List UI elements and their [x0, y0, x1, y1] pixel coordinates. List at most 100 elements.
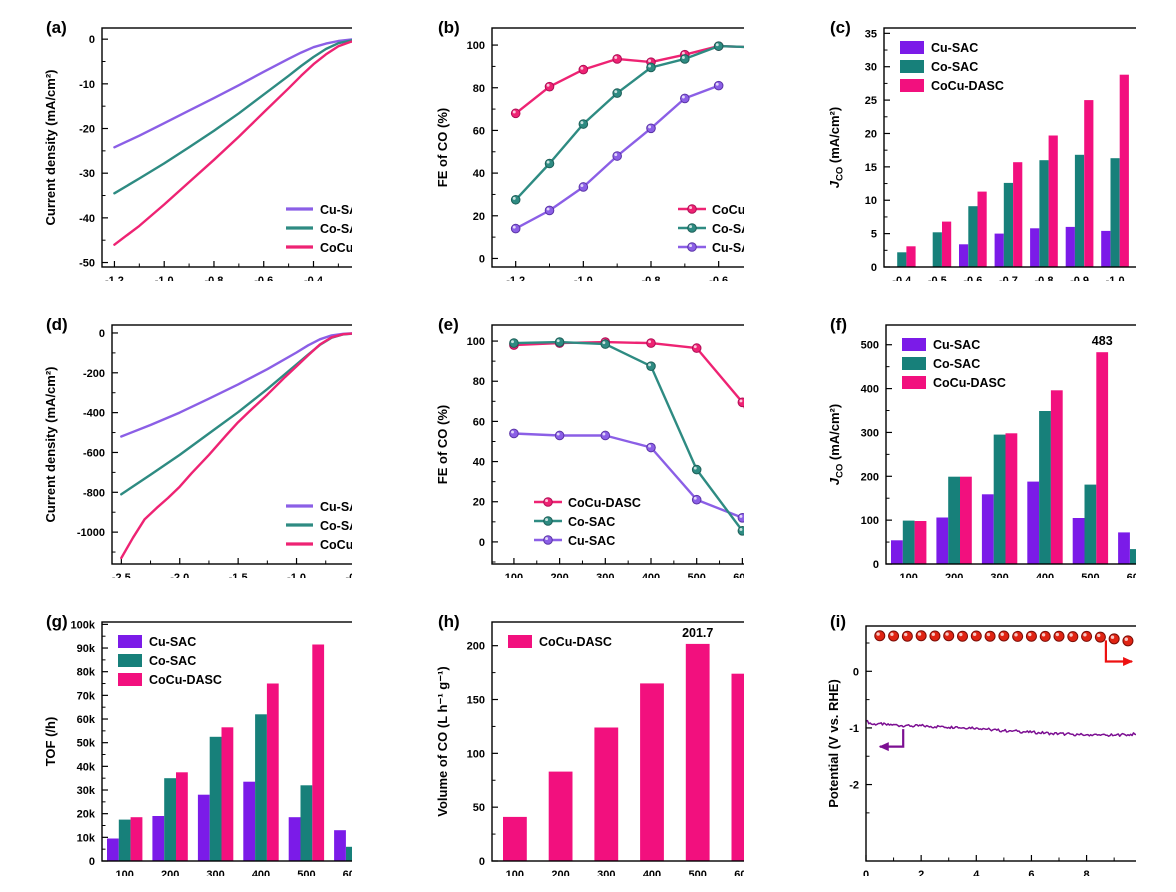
- svg-text:200: 200: [945, 572, 963, 578]
- series-group: [510, 41, 744, 234]
- svg-text:Co-SAC: Co-SAC: [568, 515, 615, 529]
- svg-text:Co-SAC: Co-SAC: [712, 222, 744, 236]
- svg-text:300: 300: [596, 572, 614, 578]
- svg-text:-0.5: -0.5: [928, 275, 947, 281]
- y-axis-title: JCO (mA/cm²): [827, 404, 846, 485]
- svg-text:6: 6: [1028, 869, 1034, 876]
- legend: CoCu-DASC Co-SAC Cu-SAC: [534, 496, 641, 548]
- panel-label-b: (b): [438, 18, 460, 37]
- svg-text:CoCu-DASC: CoCu-DASC: [568, 496, 641, 510]
- panel-h: (h) 100200300400500600700050100150200Tot…: [432, 610, 744, 876]
- svg-text:-0.7: -0.7: [999, 275, 1018, 281]
- y-axis-title: FE of CO (%): [435, 108, 450, 187]
- svg-text:-0.4: -0.4: [304, 275, 324, 281]
- svg-text:200: 200: [861, 471, 879, 483]
- plot-box: [491, 27, 744, 268]
- svg-text:0: 0: [863, 869, 869, 876]
- panel-label-c: (c): [830, 18, 851, 37]
- y-axis-title: TOF (/h): [43, 717, 58, 767]
- y-axis-title: Potential (V vs. RHE): [826, 679, 841, 808]
- plot-box: [885, 324, 1136, 565]
- series-potential: [865, 719, 1136, 737]
- chart-f-jco-vs-total-current-bars: 1002003004005006007000100200300400500Tot…: [827, 324, 1136, 578]
- series-cu-sac: [509, 428, 744, 523]
- panel-c: (c) -0.4-0.5-0.6-0.7-0.8-0.9-1.0-1.1-1.2…: [824, 16, 1136, 281]
- svg-text:20k: 20k: [77, 809, 96, 821]
- svg-text:600: 600: [1127, 572, 1136, 578]
- plot-box: [865, 625, 1136, 862]
- svg-text:100: 100: [467, 748, 485, 760]
- svg-text:-800: -800: [83, 487, 105, 499]
- svg-text:CoCu-DASC: CoCu-DASC: [149, 673, 222, 687]
- svg-text:100: 100: [506, 869, 524, 876]
- svg-text:-30: -30: [79, 168, 95, 180]
- bars-group: [897, 74, 1129, 267]
- svg-text:90k: 90k: [77, 643, 96, 655]
- svg-text:-1.5: -1.5: [229, 572, 248, 578]
- svg-text:0: 0: [853, 666, 859, 678]
- axes: 100200300400500600700010k20k30k40k50k60k…: [71, 619, 352, 876]
- axes: 02468100-1-2020406080100: [849, 642, 1136, 876]
- svg-text:2: 2: [918, 869, 924, 876]
- svg-text:CoCu-DASC: CoCu-DASC: [712, 203, 744, 217]
- bars-group: [107, 644, 352, 861]
- svg-text:300: 300: [597, 869, 615, 876]
- chart-g-tof-bars: 100200300400500600700010k20k30k40k50k60k…: [43, 619, 352, 876]
- svg-text:-200: -200: [83, 368, 105, 380]
- svg-text:500: 500: [861, 340, 879, 352]
- legend: CoCu-DASC: [508, 635, 612, 649]
- svg-text:-0.6: -0.6: [254, 275, 273, 281]
- bars-cu-sac: [891, 481, 1130, 564]
- svg-text:-1.0: -1.0: [574, 275, 593, 281]
- bars-cocu-dasc: [503, 643, 744, 861]
- svg-text:30k: 30k: [77, 785, 96, 797]
- legend: Cu-SAC Co-SAC CoCu-DASC: [286, 203, 352, 255]
- svg-text:200: 200: [551, 869, 569, 876]
- svg-text:80: 80: [473, 83, 485, 95]
- svg-text:Cu-SAC: Cu-SAC: [320, 500, 352, 514]
- right-axis-arrow: [1104, 640, 1134, 666]
- panel-label-g: (g): [46, 612, 68, 631]
- plot-box: [101, 27, 352, 268]
- svg-text:Cu-SAC: Cu-SAC: [568, 534, 615, 548]
- svg-text:CoCu-DASC: CoCu-DASC: [931, 79, 1004, 93]
- series-co-sac: [509, 337, 744, 536]
- svg-text:CoCu-DASC: CoCu-DASC: [320, 241, 352, 255]
- panel-f: (f) 100200300400500600700010020030040050…: [824, 313, 1136, 578]
- svg-text:100: 100: [900, 572, 918, 578]
- series-co-sac: [510, 41, 744, 205]
- axes: -2.5-2.0-1.5-1.0-0.50.00-200-400-600-800…: [77, 328, 352, 578]
- svg-text:-10: -10: [79, 79, 95, 91]
- svg-text:500: 500: [689, 869, 707, 876]
- svg-text:-1.0: -1.0: [1106, 275, 1125, 281]
- chart-i-stability-test: 02468100-1-2020406080100Time (h)Potentia…: [826, 625, 1136, 876]
- svg-text:-2.5: -2.5: [112, 572, 131, 578]
- svg-text:15: 15: [865, 162, 877, 174]
- svg-text:20: 20: [473, 211, 485, 223]
- svg-text:60: 60: [473, 416, 485, 428]
- svg-text:-1.2: -1.2: [105, 275, 124, 281]
- svg-text:-400: -400: [83, 408, 105, 420]
- bars-co-sac: [118, 714, 352, 861]
- svg-text:0: 0: [89, 856, 95, 868]
- svg-text:300: 300: [206, 869, 224, 876]
- panel-g: (g) 100200300400500600700010k20k30k40k50…: [40, 610, 352, 876]
- svg-text:100: 100: [116, 869, 134, 876]
- panel-a: (a) -1.2-1.0-0.8-0.6-0.4-0.20.00-10-20-3…: [40, 16, 352, 281]
- svg-text:40k: 40k: [77, 761, 96, 773]
- chart-c-jco-vs-potential-bars: -0.4-0.5-0.6-0.7-0.8-0.9-1.0-1.1-1.20510…: [827, 27, 1136, 281]
- svg-text:400: 400: [252, 869, 270, 876]
- bars-cu-sac: [959, 226, 1111, 267]
- panel-label-i: (i): [830, 612, 847, 631]
- panel-label-a: (a): [46, 18, 67, 37]
- plot-box: [883, 27, 1136, 268]
- svg-text:200: 200: [550, 572, 568, 578]
- svg-text:-0.6: -0.6: [709, 275, 728, 281]
- svg-text:0: 0: [479, 537, 485, 549]
- svg-text:600: 600: [733, 572, 744, 578]
- svg-text:10: 10: [865, 195, 877, 207]
- svg-text:50k: 50k: [77, 738, 96, 750]
- svg-text:50: 50: [473, 802, 485, 814]
- svg-text:Co-SAC: Co-SAC: [149, 654, 196, 668]
- svg-text:400: 400: [643, 869, 661, 876]
